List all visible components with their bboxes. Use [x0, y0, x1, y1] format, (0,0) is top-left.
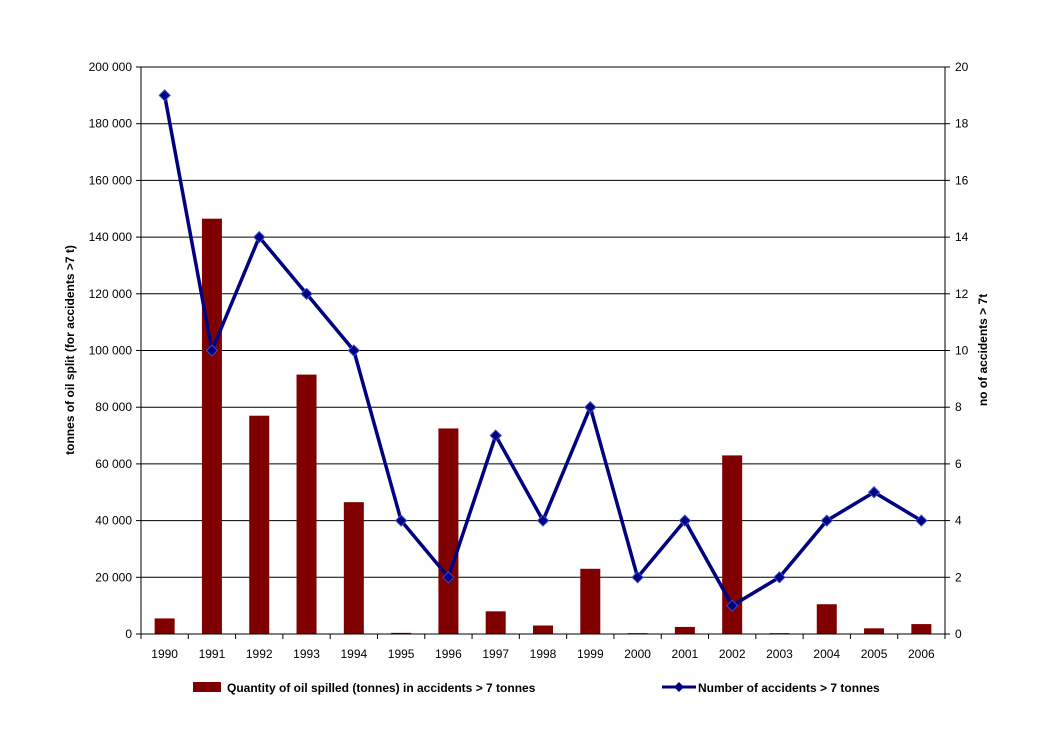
- x-tick-label: 2000: [624, 647, 651, 661]
- y-tick-label: 80 000: [95, 400, 132, 414]
- bar-2004: [816, 604, 837, 634]
- y2-tick-label: 12: [955, 287, 969, 301]
- bar-2005: [864, 628, 885, 634]
- x-tick-label: 1995: [388, 647, 415, 661]
- y2-tick-label: 14: [955, 230, 969, 244]
- y2-tick-label: 0: [955, 627, 962, 641]
- y-tick-label: 20 000: [95, 570, 132, 584]
- marker-1999: [584, 400, 597, 414]
- x-tick-label: 1993: [293, 647, 320, 661]
- x-tick-label: 2001: [672, 647, 699, 661]
- bar-1991: [201, 218, 222, 635]
- legend-line-marker: [674, 682, 684, 692]
- bar-series: [154, 218, 932, 635]
- marker-1998: [536, 514, 550, 527]
- marker-1992: [253, 230, 266, 244]
- left-axis-title: tonnes of oil split (for accidents >7 t): [63, 245, 77, 455]
- marker-2005: [867, 486, 881, 499]
- marker-1996: [442, 571, 455, 584]
- marker-2002: [725, 599, 739, 612]
- legend-bar-label: Quantity of oil spilled (tonnes) in acci…: [227, 681, 536, 695]
- marker-1991: [205, 344, 219, 357]
- x-tick-labels: 1990 1991 1992 1993 1994 1995 1996 1997 1998 1999…: [151, 647, 935, 661]
- y-tick-label: 120 000: [89, 287, 133, 301]
- x-tick-label: 1996: [435, 647, 462, 661]
- legend: Quantity of oil spilled (tonnes) in acci…: [193, 681, 880, 695]
- marker-1990: [158, 89, 171, 102]
- y-tick-label: 60 000: [95, 457, 132, 471]
- line-series: [158, 89, 928, 612]
- bar-1995: [391, 632, 412, 634]
- y-tick-label: 100 000: [89, 344, 133, 358]
- y-tick-label: 40 000: [95, 514, 132, 528]
- y2-tick-label: 4: [955, 514, 962, 528]
- x-tick-label: 1999: [577, 647, 604, 661]
- marker-2004: [820, 514, 833, 527]
- bar-2006: [911, 624, 932, 634]
- marker-2003: [773, 571, 786, 584]
- marker-2001: [678, 514, 692, 527]
- bar-1997: [485, 611, 506, 634]
- x-tick-label: 1990: [151, 647, 178, 661]
- marker-1993: [300, 287, 313, 301]
- gridlines: [141, 66, 945, 635]
- marker-1994: [347, 344, 361, 357]
- bar-2002: [722, 455, 743, 634]
- x-tick-label: 2005: [861, 647, 888, 661]
- y2-tick-label: 10: [955, 344, 969, 358]
- y-tick-label: 0: [125, 627, 132, 641]
- legend-bar-swatch: [193, 682, 221, 692]
- bar-1998: [533, 625, 553, 634]
- left-y-tick-labels: 0 20 000 40 000 60 000 80 000 100 000 120 000 1…: [89, 60, 133, 641]
- x-tick-label: 2003: [766, 647, 793, 661]
- y2-tick-label: 8: [955, 400, 962, 414]
- x-tick-label: 2002: [719, 647, 746, 661]
- bar-1999: [580, 568, 601, 634]
- y-tick-label: 140 000: [89, 230, 133, 244]
- x-tick-label: 2006: [908, 647, 935, 661]
- x-tick-label: 1997: [482, 647, 509, 661]
- y2-tick-label: 20: [955, 60, 969, 74]
- bar-1992: [249, 415, 270, 634]
- x-tick-label: 1991: [199, 647, 226, 661]
- x-tick-label: 2004: [813, 647, 840, 661]
- bar-1990: [154, 618, 175, 634]
- bar-1993: [296, 374, 317, 634]
- legend-line-label: Number of accidents > 7 tonnes: [698, 681, 880, 695]
- bar-2001: [674, 626, 695, 634]
- y-tick-label: 200 000: [89, 60, 133, 74]
- marker-2006: [915, 514, 928, 527]
- x-tick-label: 1998: [530, 647, 557, 661]
- y2-tick-label: 2: [955, 570, 962, 584]
- y-tick-label: 160 000: [89, 173, 133, 187]
- marker-2000: [631, 571, 644, 584]
- axes: [136, 66, 950, 639]
- y2-tick-label: 18: [955, 117, 969, 131]
- right-y-tick-labels: 0 2 4 6 8 10 12 14 16 18 20: [955, 60, 969, 641]
- x-tick-label: 1992: [246, 647, 273, 661]
- bar-1996: [438, 428, 459, 634]
- marker-1997: [489, 429, 502, 442]
- y2-tick-label: 16: [955, 173, 969, 187]
- marker-1995: [394, 514, 408, 527]
- x-tick-label: 1994: [340, 647, 367, 661]
- bar-1994: [343, 502, 364, 634]
- y2-tick-label: 6: [955, 457, 962, 471]
- y-tick-label: 180 000: [89, 117, 133, 131]
- right-axis-title: no of accidents > 7t: [976, 294, 990, 406]
